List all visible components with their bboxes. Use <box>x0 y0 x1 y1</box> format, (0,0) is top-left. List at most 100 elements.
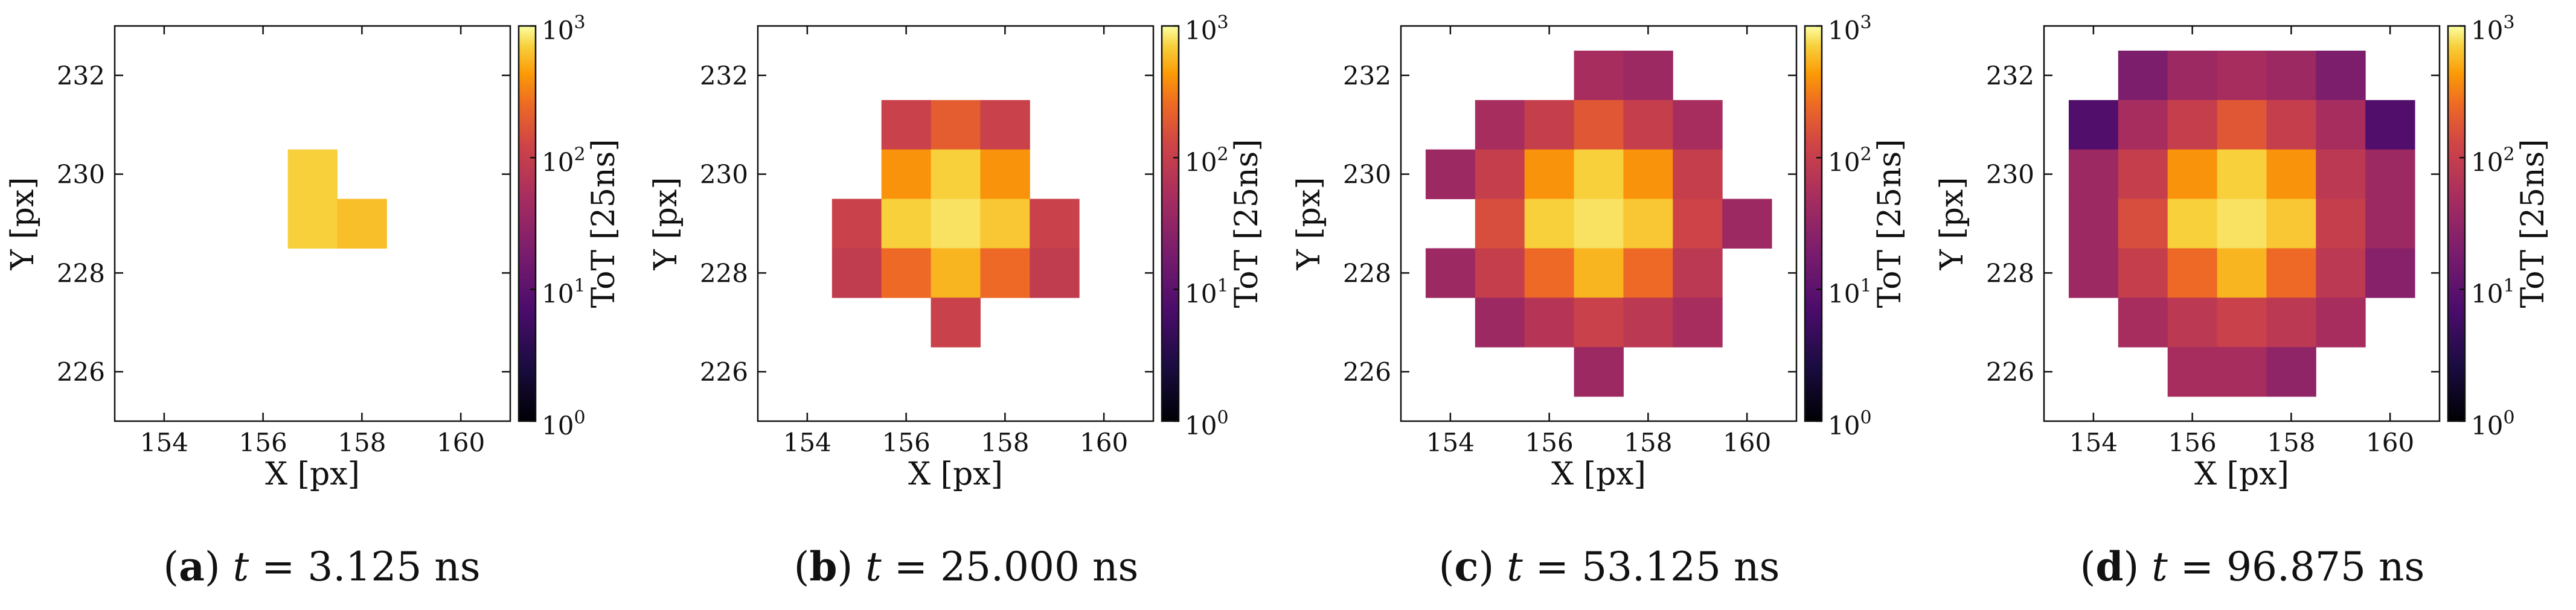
heatmap-cell <box>2316 248 2366 298</box>
colorbar <box>1804 25 1823 422</box>
x-tick-label: 154 <box>1426 428 1475 457</box>
heatmap-cell <box>1673 100 1723 150</box>
heatmap-cell <box>1623 100 1673 150</box>
heatmap-cell <box>287 149 338 200</box>
heatmap-cell <box>831 248 882 298</box>
heatmap-cell <box>2118 100 2168 150</box>
heatmap-cell <box>1673 248 1723 298</box>
x-tick-label: 158 <box>2267 428 2315 457</box>
plot-frame <box>757 25 1155 422</box>
plot-frame <box>114 25 511 422</box>
heatmap-cell <box>1030 248 1080 298</box>
colorbar-tick-label: 102 <box>542 144 586 177</box>
heatmap-cell <box>1475 199 1525 249</box>
heatmap-cell <box>1425 248 1476 298</box>
colorbar-tick-label: 103 <box>1828 12 1872 45</box>
y-axis-label: Y [px] <box>1291 177 1327 270</box>
heatmap-cell <box>1623 248 1673 298</box>
y-tick-label: 230 <box>1986 160 2034 189</box>
heatmap-cell <box>1623 199 1673 249</box>
heatmap-cell <box>2118 248 2168 298</box>
heatmap-cell <box>1623 149 1673 200</box>
heatmap-cell <box>2167 199 2218 249</box>
heatmap-cell <box>931 199 981 249</box>
heatmap-cell <box>2068 149 2119 200</box>
heatmap-cell <box>1673 297 1723 348</box>
heatmap-cell <box>1673 199 1723 249</box>
heatmap-cell <box>2167 297 2218 348</box>
heatmap-cell <box>1524 297 1575 348</box>
y-tick-label: 230 <box>1343 160 1391 189</box>
colorbar-label: ToT [25ns] <box>1229 139 1265 308</box>
heatmap-cell <box>1673 149 1723 200</box>
heatmap-cell <box>1574 100 1624 150</box>
colorbar <box>1161 25 1180 422</box>
y-tick-label: 232 <box>57 61 105 91</box>
colorbar-tick-label: 102 <box>1185 144 1229 177</box>
colorbar-tick-label: 103 <box>1185 12 1229 45</box>
panel-b: 154 156 158 160 226 228 230 232 X [px] Y [px] 100 1… <box>648 12 1265 492</box>
caption-b: (b) t = 25.000 ns <box>793 543 1139 590</box>
x-tick-label: 160 <box>437 428 485 457</box>
heatmap-cell <box>931 100 981 150</box>
colorbar-tick-label: 103 <box>542 12 586 45</box>
x-axis-label: X [px] <box>1551 456 1646 492</box>
heatmap-cell <box>2365 149 2415 200</box>
heatmap-cell <box>2217 199 2267 249</box>
heatmap-cell <box>1574 297 1624 348</box>
heatmap-cell <box>931 297 981 348</box>
y-tick-label: 228 <box>57 258 105 288</box>
heatmap-cell <box>881 100 932 150</box>
x-tick-label: 158 <box>338 428 386 457</box>
heatmap-cell <box>2118 149 2168 200</box>
colorbar <box>517 25 537 422</box>
heatmap-cell <box>337 199 387 249</box>
heatmap-cell <box>2266 100 2316 150</box>
heatmap-cell <box>1574 347 1624 397</box>
heatmap-cell <box>980 100 1030 150</box>
heatmap-cell <box>2167 149 2218 200</box>
colorbar-tick-label: 100 <box>1185 407 1229 440</box>
heatmap-cell <box>1475 149 1525 200</box>
heatmap-cell <box>2266 50 2316 101</box>
heatmap-cell <box>881 149 932 200</box>
plot-frame <box>2043 25 2441 422</box>
colorbar-tick-label: 100 <box>542 407 586 440</box>
panel-a: 154 156 158 160 226 228 230 232 X [px] Y [px] 100 1… <box>5 12 622 492</box>
heatmap-cell <box>2266 149 2316 200</box>
colorbar-tick-label: 102 <box>1828 144 1872 177</box>
heatmap-cell <box>1574 50 1624 101</box>
heatmap-cell <box>2365 199 2415 249</box>
heatmap-cell <box>2167 347 2218 397</box>
x-tick-label: 156 <box>882 428 931 457</box>
heatmap-cell <box>980 149 1030 200</box>
y-tick-label: 226 <box>1986 357 2034 387</box>
heatmap-cell <box>287 199 338 249</box>
x-axis-label: X [px] <box>2194 456 2289 492</box>
y-tick-label: 232 <box>1986 61 2034 91</box>
heatmap-cell <box>2316 297 2366 348</box>
heatmap-cell <box>2266 248 2316 298</box>
heatmap-cell <box>2217 100 2267 150</box>
heatmap-cell <box>2068 199 2119 249</box>
heatmap-cell <box>1574 199 1624 249</box>
heatmap-cell <box>2217 347 2267 397</box>
x-axis-label: X [px] <box>265 456 360 492</box>
heatmap-cell <box>2167 100 2218 150</box>
y-axis-label: Y [px] <box>648 177 684 270</box>
heatmap-cell <box>1475 297 1525 348</box>
y-axis-label: Y [px] <box>5 177 41 270</box>
heatmap-cell <box>2217 50 2267 101</box>
heatmap-cell <box>2316 50 2366 101</box>
colorbar <box>2447 25 2466 422</box>
x-tick-label: 154 <box>140 428 188 457</box>
x-tick-label: 160 <box>2366 428 2414 457</box>
heatmap-cell <box>2167 248 2218 298</box>
x-tick-label: 160 <box>1723 428 1771 457</box>
colorbar-tick-label: 103 <box>2471 12 2515 45</box>
heatmap-cell <box>2118 199 2168 249</box>
y-tick-label: 226 <box>57 357 105 387</box>
heatmap-cell <box>831 199 882 249</box>
heatmap-cell <box>1623 297 1673 348</box>
